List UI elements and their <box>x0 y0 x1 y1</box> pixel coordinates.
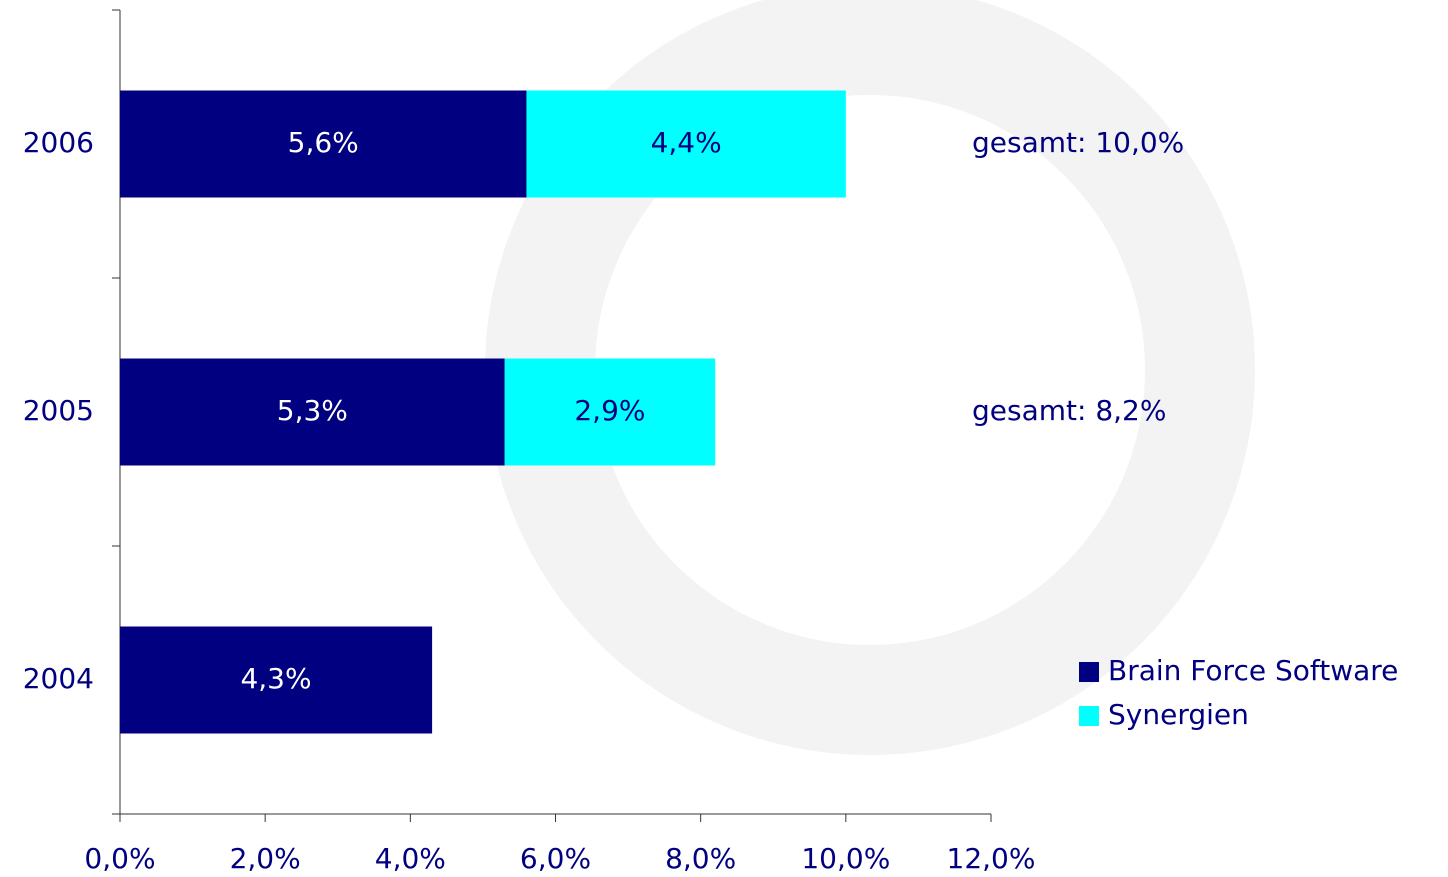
annotation: gesamt: 8,2% <box>972 394 1166 427</box>
legend-label: Synergien <box>1108 698 1249 731</box>
bar-segment <box>526 90 846 198</box>
data-label: 4,3% <box>240 662 311 695</box>
data-label: 4,4% <box>651 126 722 159</box>
data-label: 5,6% <box>288 126 359 159</box>
x-tick-label: 8,0% <box>665 842 736 875</box>
legend-swatch <box>1079 706 1099 726</box>
x-tick-label: 12,0% <box>947 842 1036 875</box>
y-tick-label: 2006 <box>23 126 94 159</box>
x-tick-label: 2,0% <box>230 842 301 875</box>
legend-swatch <box>1079 662 1099 682</box>
x-tick-label: 10,0% <box>801 842 890 875</box>
bar-segment <box>120 626 433 734</box>
data-label: 2,9% <box>574 394 645 427</box>
x-tick-label: 4,0% <box>375 842 446 875</box>
legend-label: Brain Force Software <box>1108 654 1398 687</box>
y-tick-label: 2004 <box>23 662 94 695</box>
bar-segment <box>120 90 527 198</box>
bar-segment <box>504 358 716 466</box>
x-tick-label: 0,0% <box>84 842 155 875</box>
x-tick-label: 6,0% <box>520 842 591 875</box>
bar-segment <box>120 358 505 466</box>
y-tick-label: 2005 <box>23 394 94 427</box>
data-label: 5,3% <box>277 394 348 427</box>
annotation: gesamt: 10,0% <box>972 126 1184 159</box>
